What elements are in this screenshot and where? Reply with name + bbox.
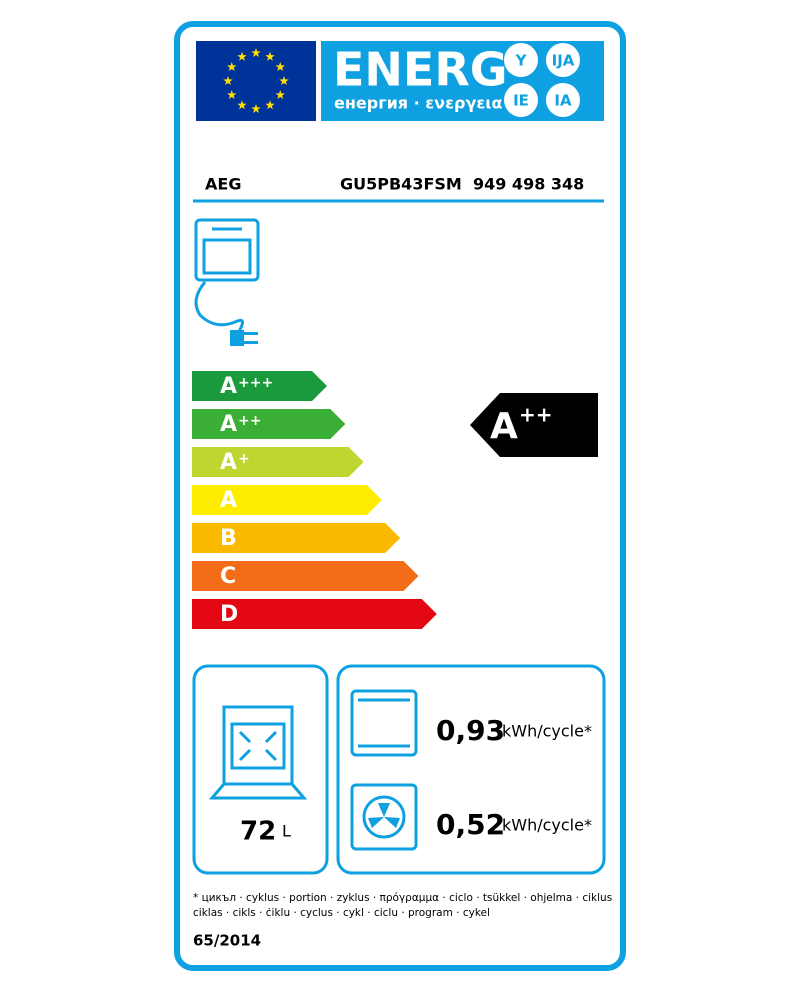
consumption-unit: kWh/cycle* [502, 722, 592, 741]
class-arrow [192, 409, 346, 439]
class-letter: A [220, 488, 237, 513]
badge [546, 43, 580, 77]
star [275, 90, 286, 100]
language-badges: Y IJA IE IA [504, 43, 580, 117]
class-letter: D [220, 602, 238, 627]
volume-box [192, 664, 329, 875]
star [226, 62, 237, 72]
class-plus: + [238, 451, 250, 467]
star [226, 90, 237, 100]
badge [504, 83, 538, 117]
eu-stars [223, 48, 289, 114]
rating-arrow [470, 393, 598, 457]
class-plus: +++ [238, 375, 273, 391]
consumption-value: 0,52 [436, 808, 505, 841]
label-border [174, 21, 626, 971]
supplier: AEG [205, 175, 241, 194]
star [237, 100, 247, 110]
footnote: ciklas · cikls · ċiklu · cyclus · cykl ·… [193, 907, 490, 919]
badge-label: IA [554, 92, 572, 110]
star [237, 51, 247, 61]
class-arrow [192, 561, 419, 591]
star [251, 104, 261, 114]
badge [504, 43, 538, 77]
consumption-unit: kWh/cycle* [502, 816, 592, 835]
class-letter: A [220, 450, 237, 475]
conventional-icon [350, 689, 418, 757]
class-letter: C [220, 564, 236, 589]
class-arrow [192, 447, 364, 477]
consumption-value: 0,93 [436, 714, 505, 747]
class-plus: ++ [238, 413, 261, 429]
banner-subtitle: енергия · ενεργεια [334, 94, 502, 113]
star [275, 62, 286, 72]
badge [546, 83, 580, 117]
class-letter: A [220, 412, 237, 437]
model: GU5PB43FSM 949 498 348 [340, 175, 584, 194]
rating-letter: A [490, 406, 518, 447]
consumption-box [336, 664, 606, 875]
star [251, 48, 261, 58]
volume-icon [208, 705, 308, 800]
class-arrow [192, 523, 401, 553]
oven-icon [194, 218, 260, 339]
fan-icon [350, 783, 418, 851]
regulation: 65/2014 [193, 932, 261, 950]
badge-label: IE [513, 92, 529, 110]
volume-unit: L [282, 822, 291, 841]
class-arrow [192, 371, 327, 401]
class-letter: A [220, 374, 237, 399]
plug-icon [230, 330, 258, 346]
badge-label: IJA [552, 52, 575, 70]
class-letter: B [220, 526, 237, 551]
class-arrow [192, 599, 437, 629]
star [279, 76, 289, 86]
badge-label: Y [515, 52, 528, 70]
star [223, 76, 233, 86]
banner-title: ENERG [333, 43, 508, 97]
star [265, 51, 275, 61]
class-arrow [192, 485, 382, 515]
fan-blades [368, 803, 400, 828]
rating-plus: ++ [519, 403, 553, 427]
footnote: * цикъл · cyklus · portion · zyklus · πρ… [193, 892, 612, 904]
volume-value: 72 [240, 817, 276, 847]
star [265, 100, 275, 110]
